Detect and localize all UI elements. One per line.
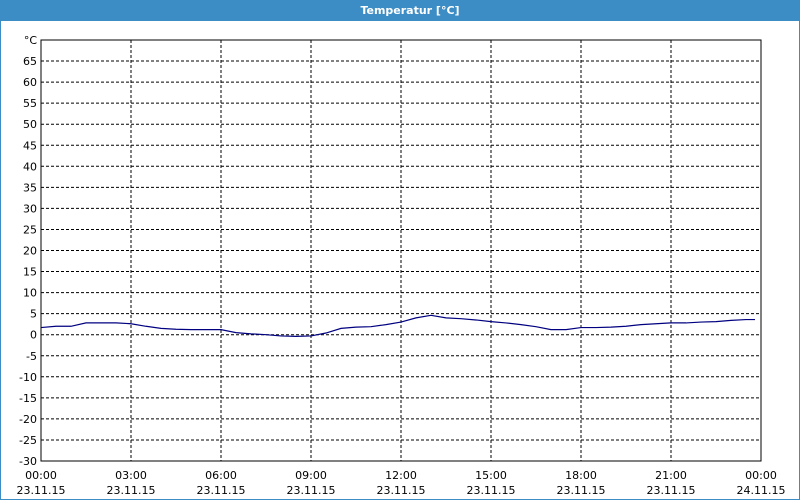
y-tick-label: -20 xyxy=(19,413,37,426)
x-tick-date: 23.11.15 xyxy=(467,484,516,497)
x-tick-label: 21:00 xyxy=(655,469,687,482)
y-tick-label: 65 xyxy=(23,55,37,68)
y-tick-label: 20 xyxy=(23,245,37,258)
y-tick-label: 40 xyxy=(23,160,37,173)
y-tick-label: 55 xyxy=(23,97,37,110)
x-tick-label: 15:00 xyxy=(475,469,507,482)
x-tick-label: 00:00 xyxy=(25,469,57,482)
y-tick-label: °C xyxy=(24,34,38,47)
y-tick-label: -5 xyxy=(26,350,37,363)
y-tick-label: 5 xyxy=(30,308,37,321)
y-tick-label: 30 xyxy=(23,202,37,215)
x-tick-label: 18:00 xyxy=(565,469,597,482)
chart-title: Temperatur [°C] xyxy=(360,4,459,17)
x-tick-label: 12:00 xyxy=(385,469,417,482)
x-tick-date: 23.11.15 xyxy=(107,484,156,497)
title-bar xyxy=(0,0,800,21)
x-tick-label: 03:00 xyxy=(115,469,147,482)
y-tick-label: 0 xyxy=(30,329,37,342)
y-tick-label: 10 xyxy=(23,287,37,300)
plot: -30 -25 -20 -15 -10 -5 0 5 10 15 20 25 30 35 40 45 50 55 6… xyxy=(17,34,786,497)
x-tick-label: 00:00 xyxy=(745,469,777,482)
y-tick-label: 60 xyxy=(23,76,37,89)
y-tick-label: 50 xyxy=(23,118,37,131)
y-tick-label: -30 xyxy=(19,455,37,468)
x-tick-date: 23.11.15 xyxy=(377,484,426,497)
x-tick-label: 06:00 xyxy=(205,469,237,482)
x-tick-date: 23.11.15 xyxy=(557,484,606,497)
y-tick-label: -25 xyxy=(19,434,37,447)
y-tick-label: 45 xyxy=(23,139,37,152)
plot-frame xyxy=(40,39,762,462)
y-tick-label: -15 xyxy=(19,392,37,405)
y-tick-label: 15 xyxy=(23,266,37,279)
x-tick-date: 23.11.15 xyxy=(17,484,66,497)
y-tick-label: 25 xyxy=(23,223,37,236)
x-tick-date: 24.11.15 xyxy=(737,484,786,497)
x-tick-date: 23.11.15 xyxy=(287,484,336,497)
x-tick-date: 23.11.15 xyxy=(647,484,696,497)
y-tick-label: -10 xyxy=(19,371,37,384)
x-tick-date: 23.11.15 xyxy=(197,484,246,497)
y-tick-label: 35 xyxy=(23,181,37,194)
x-tick-label: 09:00 xyxy=(295,469,327,482)
line-series xyxy=(40,314,755,337)
